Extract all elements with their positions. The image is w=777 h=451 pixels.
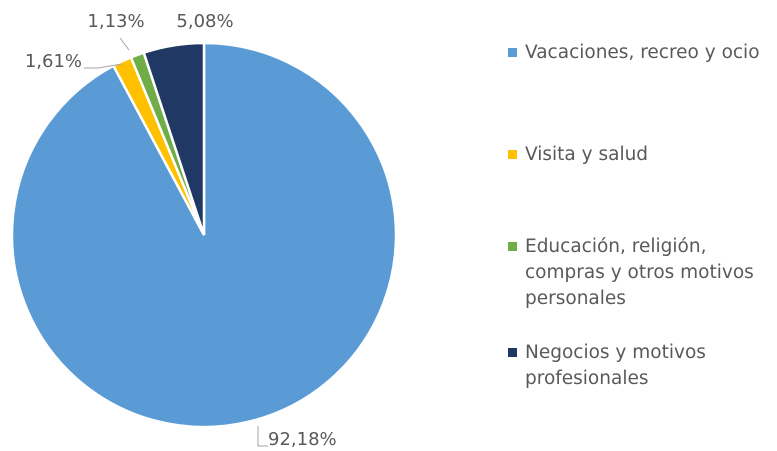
data-label: 5,08% (176, 11, 233, 32)
legend-label: Educación, religión, compras y otros mot… (525, 236, 754, 309)
pie-slice (142, 41, 206, 236)
leader-line (257, 426, 268, 447)
legend-item: Vacaciones, recreo y ocio (508, 40, 773, 66)
leader-line (119, 37, 130, 51)
legend-swatch (508, 242, 517, 251)
legend-item: Visita y salud (508, 142, 773, 168)
legend-label: Vacaciones, recreo y ocio (525, 42, 760, 63)
legend-item: Negocios y motivos profesionales (508, 340, 773, 392)
legend-swatch (508, 150, 517, 159)
legend-swatch (508, 348, 517, 357)
data-label: 1,13% (87, 11, 144, 32)
legend-label: Visita y salud (525, 144, 649, 165)
data-label: 92,18% (268, 429, 337, 450)
legend-label: Negocios y motivos profesionales (525, 342, 706, 389)
data-label: 1,61% (25, 51, 82, 72)
legend-swatch (508, 48, 517, 57)
legend-item: Educación, religión, compras y otros mot… (508, 234, 773, 312)
leader-line (84, 63, 123, 69)
pie-area: 92,18% 1,61%1,13% 5,08% (10, 11, 398, 450)
